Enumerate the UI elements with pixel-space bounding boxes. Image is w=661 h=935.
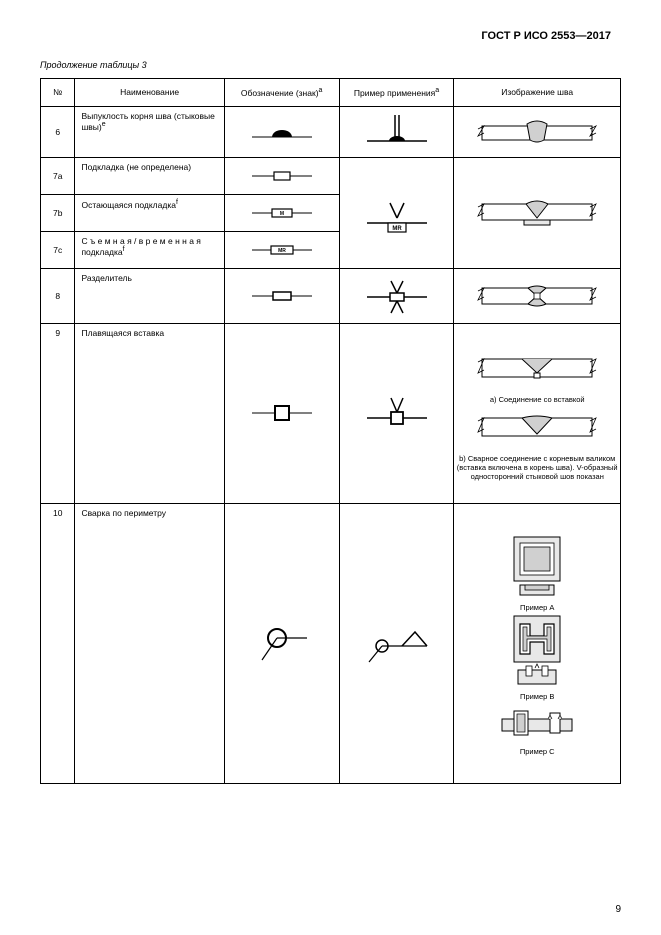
example-cell bbox=[339, 323, 454, 503]
row-name-text: Остающаяся подкладка bbox=[81, 200, 176, 210]
image-cell: a) Соединение со вставкой b) Сварное сое… bbox=[454, 323, 621, 503]
example-spacer-icon bbox=[362, 275, 432, 317]
example-cell bbox=[339, 503, 454, 783]
symbol-all-around-icon bbox=[247, 618, 317, 668]
example-cell: MR bbox=[339, 157, 454, 268]
row-name-sup: f bbox=[123, 246, 125, 253]
symbol-permanent-backing-icon: M bbox=[247, 201, 317, 225]
table-row: 6 Выпуклость корня шва (стыковые швы)e bbox=[41, 106, 621, 157]
symbol-cell bbox=[224, 106, 339, 157]
image-cell bbox=[454, 106, 621, 157]
caption-b: b) Сварное соединение с корневым валиком… bbox=[456, 454, 618, 481]
row-num: 9 bbox=[41, 323, 75, 503]
example-cell bbox=[339, 106, 454, 157]
document-header: ГОСТ Р ИСО 2553—2017 bbox=[40, 30, 621, 42]
header-example: Пример примененияa bbox=[339, 79, 454, 107]
row-num: 7b bbox=[41, 194, 75, 231]
weld-image-insert-b-icon bbox=[472, 404, 602, 452]
weld-image-example-b-icon bbox=[502, 612, 572, 690]
example-a-label: Пример A bbox=[456, 603, 618, 612]
example-b-label: Пример B bbox=[456, 692, 618, 701]
weld-image-example-c-icon bbox=[492, 701, 582, 745]
symbol-cell bbox=[224, 268, 339, 323]
table-caption: Продолжение таблицы 3 bbox=[40, 60, 621, 70]
header-symbol-text: Обозначение (знак) bbox=[241, 88, 319, 98]
symbol-convex-root-icon bbox=[247, 117, 317, 147]
symbol-cell bbox=[224, 157, 339, 194]
header-image: Изображение шва bbox=[454, 79, 621, 107]
row-name-text: С ъ е м н а я / в р е м е н н а я подкла… bbox=[81, 236, 200, 257]
row-num: 10 bbox=[41, 503, 75, 783]
weld-image-insert-a-icon bbox=[472, 345, 602, 393]
example-cell bbox=[339, 268, 454, 323]
page-number: 9 bbox=[615, 904, 621, 915]
svg-text:MR: MR bbox=[278, 248, 286, 254]
example-all-around-icon bbox=[357, 618, 437, 668]
row-name-sup: e bbox=[102, 121, 106, 128]
header-num: № bbox=[41, 79, 75, 107]
caption-a: a) Соединение со вставкой bbox=[456, 395, 618, 404]
row-name: Разделитель bbox=[75, 268, 224, 323]
image-cell bbox=[454, 157, 621, 268]
weld-image-backing-icon bbox=[472, 188, 602, 238]
row-name: Плавящаяся вставка bbox=[75, 323, 224, 503]
header-symbol-sup: a bbox=[319, 87, 323, 94]
welding-symbols-table: № Наименование Обозначение (знак)a Приме… bbox=[40, 78, 621, 784]
header-example-text: Пример применения bbox=[354, 88, 435, 98]
header-symbol: Обозначение (знак)a bbox=[224, 79, 339, 107]
example-c-label: Пример C bbox=[456, 747, 618, 756]
example-backing-icon: MR bbox=[362, 183, 432, 243]
table-row: 10 Сварка по периметру bbox=[41, 503, 621, 783]
image-cell bbox=[454, 268, 621, 323]
example-convex-root-icon bbox=[362, 113, 432, 151]
row-num: 7c bbox=[41, 231, 75, 268]
row-num: 8 bbox=[41, 268, 75, 323]
symbol-backing-icon bbox=[247, 164, 317, 188]
row-num: 6 bbox=[41, 106, 75, 157]
row-name: Остающаяся подкладкаf bbox=[75, 194, 224, 231]
svg-text:MR: MR bbox=[392, 226, 402, 232]
table-row: 8 Разделитель bbox=[41, 268, 621, 323]
weld-image-icon bbox=[472, 114, 602, 150]
row-name: С ъ е м н а я / в р е м е н н а я подкла… bbox=[75, 231, 224, 268]
symbol-consumable-insert-icon bbox=[247, 393, 317, 433]
symbol-removable-backing-icon: MR bbox=[247, 238, 317, 262]
weld-image-example-a-icon bbox=[502, 531, 572, 601]
row-num: 7a bbox=[41, 157, 75, 194]
svg-text:M: M bbox=[280, 211, 284, 217]
row-name: Выпуклость корня шва (стыковые швы)e bbox=[75, 106, 224, 157]
table-row: 9 Плавящаяся вставка bbox=[41, 323, 621, 503]
row-name: Сварка по периметру bbox=[75, 503, 224, 783]
symbol-spacer-icon bbox=[247, 278, 317, 314]
header-example-sup: a bbox=[435, 87, 439, 94]
header-name: Наименование bbox=[75, 79, 224, 107]
symbol-cell: MR bbox=[224, 231, 339, 268]
symbol-cell bbox=[224, 323, 339, 503]
row-name: Подкладка (не определена) bbox=[75, 157, 224, 194]
symbol-cell bbox=[224, 503, 339, 783]
row-name-sup: f bbox=[176, 199, 178, 206]
image-cell: Пример A Пример B bbox=[454, 503, 621, 783]
table-row: 7a Подкладка (не определена) MR bbox=[41, 157, 621, 194]
example-consumable-insert-icon bbox=[362, 388, 432, 438]
weld-image-spacer-icon bbox=[472, 276, 602, 316]
symbol-cell: M bbox=[224, 194, 339, 231]
